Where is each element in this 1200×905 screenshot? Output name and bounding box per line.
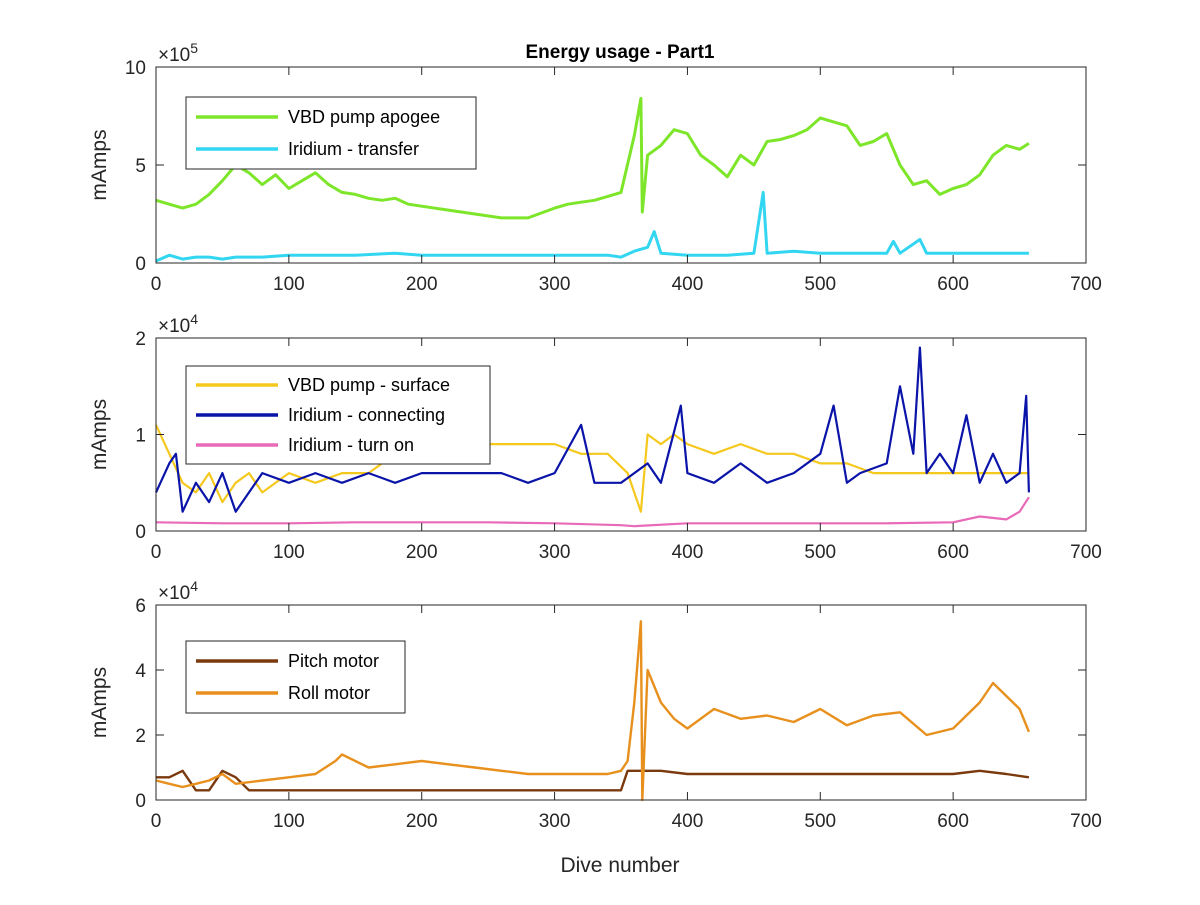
legend-entry-label: Roll motor bbox=[288, 683, 370, 703]
x-tick-label: 300 bbox=[539, 274, 571, 295]
x-tick-label: 600 bbox=[937, 811, 969, 832]
legend-entry-label: Iridium - transfer bbox=[288, 139, 419, 159]
x-tick-label: 200 bbox=[406, 274, 438, 295]
y-exponent-base: ×10 bbox=[158, 45, 190, 66]
x-tick-label: 600 bbox=[937, 542, 969, 563]
y-tick-label: 2 bbox=[135, 726, 146, 747]
y-exponent-label: ×104 bbox=[158, 578, 198, 604]
legend-entry-label: VBD pump - surface bbox=[288, 375, 450, 395]
legend-box bbox=[185, 96, 477, 170]
x-tick-label: 700 bbox=[1070, 811, 1102, 832]
x-tick-label: 0 bbox=[151, 542, 162, 563]
x-tick-label: 500 bbox=[804, 274, 836, 295]
y-tick-label: 0 bbox=[135, 791, 146, 812]
series-line-2 bbox=[155, 346, 1030, 513]
x-tick-label: 700 bbox=[1070, 542, 1102, 563]
y-exponent-power: 4 bbox=[190, 311, 198, 327]
y-exponent-power: 4 bbox=[190, 578, 198, 594]
figure-title: Energy usage - Part1 bbox=[525, 42, 714, 63]
y-tick-label: 0 bbox=[135, 522, 146, 543]
y-exponent-power: 5 bbox=[190, 40, 198, 56]
x-tick-label: 400 bbox=[672, 542, 704, 563]
x-tick-label: 400 bbox=[672, 811, 704, 832]
y-tick-label: 10 bbox=[125, 58, 146, 79]
panel-3: 0 100 200 300 400 500 600 7000246×104mAmpsPitch… bbox=[88, 578, 1102, 832]
x-tick-label: 100 bbox=[273, 542, 305, 563]
x-tick-label: 200 bbox=[406, 542, 438, 563]
x-tick-label: 600 bbox=[937, 274, 969, 295]
x-tick-label: 0 bbox=[151, 274, 162, 295]
series-line-2 bbox=[155, 620, 1031, 802]
y-tick-label: 2 bbox=[135, 329, 146, 350]
y-exponent-base: ×10 bbox=[158, 316, 190, 337]
legend: Pitch motor Roll motor bbox=[185, 640, 406, 714]
y-exponent-label: ×105 bbox=[158, 40, 198, 66]
x-tick-label: 0 bbox=[151, 811, 162, 832]
legend: VBD pump - surface Iridium - connecting Ir… bbox=[185, 365, 491, 465]
y-tick-label: 5 bbox=[135, 156, 146, 177]
legend-entry-label: Pitch motor bbox=[288, 651, 379, 671]
y-axis-label: mAmps bbox=[88, 129, 111, 200]
series-line-3 bbox=[155, 496, 1030, 528]
axes-frame bbox=[155, 604, 1087, 801]
y-tick-label: 4 bbox=[135, 661, 146, 682]
x-tick-label: 500 bbox=[804, 542, 836, 563]
series-line-1 bbox=[155, 424, 1029, 513]
y-exponent-label: ×104 bbox=[158, 311, 198, 337]
series-line-1 bbox=[155, 96, 1030, 220]
x-tick-label: 300 bbox=[539, 542, 571, 563]
x-tick-label: 400 bbox=[672, 274, 704, 295]
legend-entry-label: VBD pump apogee bbox=[288, 107, 440, 127]
series-line-2 bbox=[155, 190, 1029, 263]
panel-2: 0 100 200 300 400 500 600 700 0 1 2 ×104 mAmps VBD pu… bbox=[88, 311, 1102, 563]
series-line-1 bbox=[156, 769, 1030, 792]
legend: VBD pump apogee Iridium - transfer bbox=[185, 96, 477, 170]
y-axis-label: mAmps bbox=[88, 399, 111, 470]
x-tick-label: 200 bbox=[406, 811, 438, 832]
x-tick-label: 300 bbox=[539, 811, 571, 832]
legend-box bbox=[185, 640, 406, 714]
y-exponent-base: ×10 bbox=[158, 583, 190, 604]
y-axis-label: mAmps bbox=[88, 667, 111, 738]
x-tick-label: 500 bbox=[804, 811, 836, 832]
y-tick-label: 0 bbox=[135, 254, 146, 275]
x-tick-label: 700 bbox=[1070, 274, 1102, 295]
x-axis-label: Dive number bbox=[560, 854, 679, 877]
x-tick-label: 100 bbox=[273, 274, 305, 295]
x-tick-label: 100 bbox=[273, 811, 305, 832]
y-tick-label: 6 bbox=[135, 596, 146, 617]
legend-entry-label: Iridium - connecting bbox=[288, 405, 445, 425]
legend-entry-label: Iridium - turn on bbox=[288, 435, 414, 455]
y-tick-label: 1 bbox=[135, 426, 146, 447]
